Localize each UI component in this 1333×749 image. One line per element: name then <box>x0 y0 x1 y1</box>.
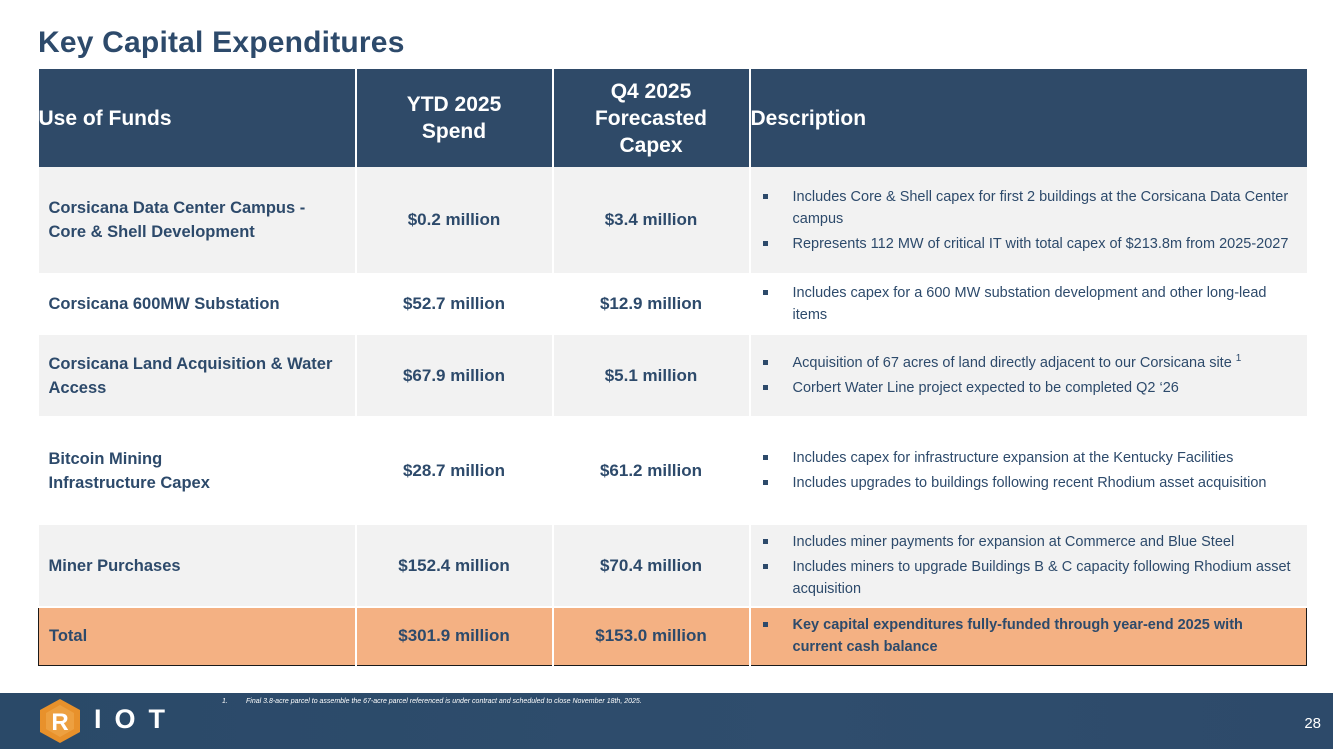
header-use-of-funds: Use of Funds <box>38 69 357 167</box>
footnote-text: Final 3.8-acre parcel to assemble the 67… <box>246 698 642 705</box>
table-row: Miner Purchases $152.4 million $70.4 mil… <box>38 524 1307 608</box>
riot-logo: R IOT <box>38 698 188 744</box>
total-q4-forecast: $153.0 million <box>552 606 751 666</box>
q4-forecast-cell: $70.4 million <box>552 524 751 608</box>
ytd-spend-cell: $152.4 million <box>355 524 554 608</box>
ytd-spend-cell: $67.9 million <box>355 334 554 418</box>
description-cell: Includes capex for a 600 MW substation d… <box>749 274 1307 335</box>
description-bullet: Includes upgrades to buildings following… <box>762 472 1293 494</box>
description-cell: Includes Core & Shell capex for first 2 … <box>749 167 1307 275</box>
ytd-spend-cell: $0.2 million <box>355 167 554 275</box>
total-row: Total $301.9 million $153.0 million Key … <box>38 606 1307 666</box>
description-cell: Includes capex for infrastructure expans… <box>749 417 1307 525</box>
total-ytd-spend: $301.9 million <box>355 606 554 666</box>
use-of-funds-cell: Corsicana 600MW Substation <box>38 274 357 335</box>
logo-wordmark: IOT <box>94 704 178 734</box>
table-row: Corsicana Data Center Campus - Core & Sh… <box>38 167 1307 275</box>
total-label: Total <box>38 606 357 666</box>
description-bullet: Includes miners to upgrade Buildings B &… <box>762 556 1293 600</box>
description-bullet: Represents 112 MW of critical IT with to… <box>762 233 1293 255</box>
total-description: Key capital expenditures fully-funded th… <box>749 606 1307 666</box>
ytd-spend-cell: $52.7 million <box>355 274 554 335</box>
use-of-funds-cell: Corsicana Land Acquisition & Water Acces… <box>38 334 357 418</box>
footnote: 1. Final 3.8-acre parcel to assemble the … <box>222 698 642 705</box>
description-bullet: Includes capex for a 600 MW substation d… <box>762 282 1293 326</box>
page-title: Key Capital Expenditures <box>38 26 405 59</box>
use-of-funds-cell: Miner Purchases <box>38 524 357 608</box>
footnote-number: 1. <box>222 698 228 705</box>
table-row: Bitcoin Mining Infrastructure Capex $28.… <box>38 417 1307 525</box>
table-header-row: Use of Funds YTD 2025 Spend Q4 2025 Fore… <box>38 69 1307 167</box>
description-bullet: Acquisition of 67 acres of land directly… <box>762 352 1293 374</box>
use-of-funds-cell: Corsicana Data Center Campus - Core & Sh… <box>38 167 357 275</box>
use-of-funds-cell: Bitcoin Mining Infrastructure Capex <box>38 417 357 525</box>
description-bullet: Corbert Water Line project expected to b… <box>762 377 1293 399</box>
q4-forecast-cell: $61.2 million <box>552 417 751 525</box>
q4-forecast-cell: $3.4 million <box>552 167 751 275</box>
header-description: Description <box>749 69 1307 167</box>
description-bullet: Includes Core & Shell capex for first 2 … <box>762 186 1293 230</box>
footer-bar: R IOT 1. Final 3.8-acre parcel to assembl… <box>0 693 1333 749</box>
description-bullet: Includes capex for infrastructure expans… <box>762 447 1293 469</box>
description-bullet: Key capital expenditures fully-funded th… <box>762 614 1293 658</box>
ytd-spend-cell: $28.7 million <box>355 417 554 525</box>
description-cell: Includes miner payments for expansion at… <box>749 524 1307 608</box>
table-row: Corsicana Land Acquisition & Water Acces… <box>38 334 1307 418</box>
footnote-ref: 1 <box>1235 353 1242 364</box>
q4-forecast-cell: $5.1 million <box>552 334 751 418</box>
logo-letter: R <box>51 709 68 736</box>
header-q4-2025-forecast: Q4 2025 Forecasted Capex <box>552 69 751 167</box>
header-ytd-2025-spend: YTD 2025 Spend <box>355 69 554 167</box>
hexagon-logo-icon: R <box>40 699 80 743</box>
description-bullet: Includes miner payments for expansion at… <box>762 531 1293 553</box>
capex-table: Use of Funds YTD 2025 Spend Q4 2025 Fore… <box>38 69 1307 666</box>
q4-forecast-cell: $12.9 million <box>552 274 751 335</box>
page-number: 28 <box>1304 715 1321 732</box>
table-row: Corsicana 600MW Substation $52.7 million… <box>38 274 1307 335</box>
description-cell: Acquisition of 67 acres of land directly… <box>749 334 1307 418</box>
